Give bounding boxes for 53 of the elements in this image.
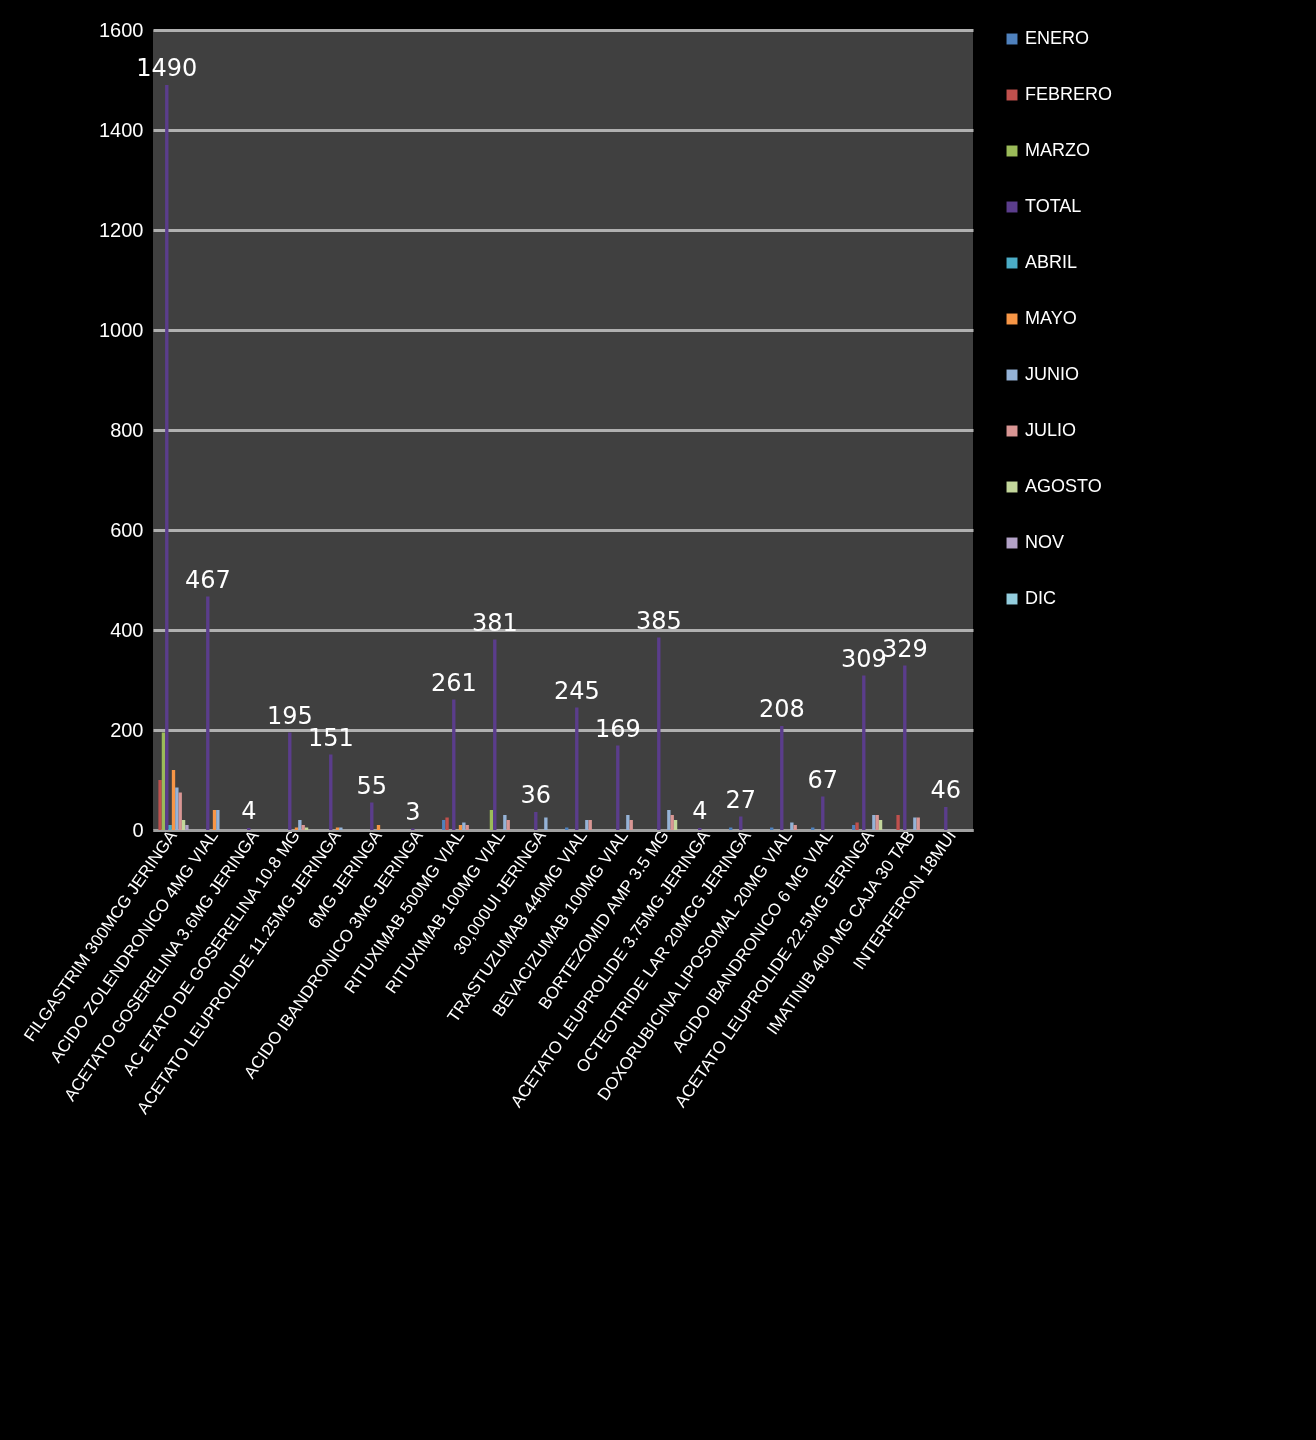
bar — [489, 810, 494, 830]
data-label: 4 — [692, 797, 708, 825]
y-tick-label: 400 — [110, 618, 144, 641]
data-label: 385 — [635, 606, 682, 635]
bar — [185, 825, 189, 830]
data-label: 151 — [307, 723, 354, 752]
y-tick-label: 800 — [110, 418, 144, 441]
legend-label: ABRIL — [1025, 252, 1078, 272]
legend-label: DIC — [1025, 588, 1056, 608]
y-tick-label: 200 — [110, 718, 144, 741]
data-label: 1490 — [136, 54, 198, 82]
legend-label: MARZO — [1025, 140, 1090, 160]
bar — [298, 820, 302, 830]
bar — [503, 815, 507, 830]
bar — [626, 815, 630, 830]
data-label: 245 — [553, 676, 600, 705]
y-tick-label: 1400 — [99, 118, 144, 141]
data-label: 67 — [807, 765, 839, 794]
legend-label: ENERO — [1025, 28, 1090, 48]
data-label: 3 — [405, 797, 421, 826]
bar — [175, 787, 179, 830]
bar — [944, 807, 948, 830]
y-tick-label: 1600 — [99, 18, 144, 41]
y-tick-label: 1000 — [99, 318, 144, 341]
data-label: 467 — [184, 565, 231, 594]
bar — [544, 817, 548, 830]
data-label: 208 — [758, 695, 805, 723]
data-label: 46 — [930, 776, 962, 804]
data-label: 261 — [430, 668, 477, 697]
bar — [339, 827, 343, 830]
legend-label: FEBRERO — [1025, 84, 1113, 104]
bar — [216, 810, 220, 830]
data-label: 55 — [356, 771, 388, 800]
bar — [670, 815, 674, 830]
bar — [534, 812, 538, 830]
legend-label: AGOSTO — [1025, 476, 1102, 496]
bar — [158, 780, 162, 830]
bar — [212, 810, 217, 830]
data-label: 27 — [725, 785, 757, 814]
data-label: 4 — [241, 797, 257, 825]
y-tick-label: 600 — [110, 518, 144, 541]
legend-label: JUNIO — [1025, 364, 1079, 384]
legend-label: MAYO — [1025, 308, 1077, 328]
data-label: 36 — [520, 781, 552, 809]
bar — [667, 810, 671, 830]
legend-label: TOTAL — [1025, 196, 1082, 216]
data-label: 381 — [471, 608, 518, 637]
bar — [896, 815, 900, 830]
legend-label: JULIO — [1025, 420, 1077, 440]
bar — [168, 825, 172, 830]
y-tick-label: 1200 — [99, 218, 144, 241]
legend-label: NOV — [1025, 532, 1065, 552]
bar — [171, 770, 176, 830]
